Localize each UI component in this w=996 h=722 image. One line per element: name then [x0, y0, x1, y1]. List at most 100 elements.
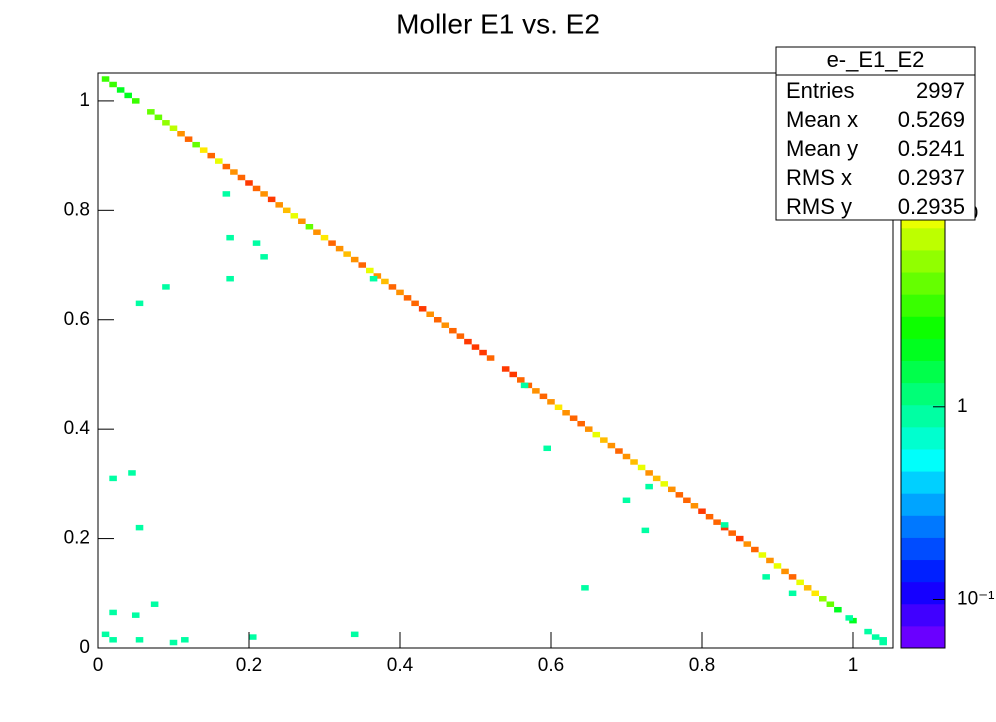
x-tick-label: 0.2	[236, 655, 262, 676]
cell	[660, 481, 669, 487]
cell	[879, 637, 887, 643]
stats-label: Mean x	[786, 107, 858, 132]
cell	[135, 524, 144, 531]
cell	[131, 612, 140, 618]
color-band	[901, 338, 945, 361]
color-band	[901, 272, 945, 295]
stats-value: 0.5269	[898, 107, 965, 132]
cell	[162, 120, 170, 126]
cell	[554, 404, 563, 411]
stats-label: Mean y	[786, 136, 858, 161]
cell	[275, 202, 283, 208]
cell	[479, 349, 487, 356]
cell	[569, 415, 578, 421]
cell	[524, 382, 533, 389]
color-band	[901, 294, 945, 317]
cell	[101, 631, 110, 638]
cell	[215, 158, 223, 164]
cell	[109, 609, 117, 616]
cell	[758, 552, 767, 558]
cell	[788, 574, 797, 580]
cell	[864, 628, 872, 635]
chart-title: Moller E1 vs. E2	[396, 8, 600, 39]
cell	[845, 615, 853, 621]
cell	[766, 557, 774, 564]
cell	[222, 191, 231, 197]
color-band	[901, 625, 945, 649]
cell	[581, 585, 589, 591]
cell	[192, 141, 200, 148]
cell	[543, 445, 551, 452]
y-tick-label: 1	[79, 90, 90, 111]
color-band	[901, 537, 945, 561]
cell	[358, 262, 367, 268]
cell	[668, 486, 676, 493]
y-tick-label: 0	[79, 637, 90, 658]
cell	[539, 393, 548, 400]
cell	[751, 546, 759, 553]
cell	[252, 240, 261, 246]
x-tick-label: 1	[848, 655, 859, 676]
cell	[486, 355, 495, 361]
cell	[871, 634, 880, 640]
cell	[369, 275, 378, 282]
cell	[630, 459, 638, 465]
cell	[547, 399, 555, 405]
color-band	[901, 404, 945, 428]
y-tick-label: 0.2	[64, 528, 90, 549]
cell	[162, 284, 170, 290]
cell	[517, 377, 525, 383]
cell	[366, 267, 374, 274]
cell	[449, 327, 457, 334]
cell	[622, 453, 631, 460]
cell	[743, 541, 752, 547]
color-band	[901, 382, 945, 406]
cell	[403, 295, 412, 301]
cell	[645, 470, 653, 476]
cell	[641, 527, 650, 534]
cell	[607, 442, 616, 449]
cell	[199, 147, 208, 153]
cell	[698, 508, 706, 514]
cell	[471, 344, 480, 350]
cell	[116, 87, 125, 93]
cell	[184, 136, 193, 142]
cell	[520, 382, 529, 389]
cell	[615, 448, 623, 454]
plot-frame	[97, 72, 894, 649]
cell	[381, 278, 389, 285]
color-band	[901, 227, 945, 251]
cell	[720, 522, 729, 528]
cell	[230, 169, 238, 175]
cell	[781, 568, 789, 575]
x-tick-label: 0.4	[387, 655, 414, 676]
cell	[532, 388, 540, 394]
cell	[313, 229, 321, 235]
stats-value: 0.5241	[898, 136, 965, 161]
stats-title: e-_E1_E2	[827, 47, 925, 72]
cell	[811, 590, 820, 597]
stats-value: 0.2937	[898, 165, 965, 190]
x-tick-label: 0.6	[538, 655, 564, 676]
stats-label: RMS y	[786, 194, 852, 219]
cell	[705, 513, 714, 520]
stats-label: Entries	[786, 78, 854, 103]
cell	[150, 601, 159, 607]
cell	[154, 114, 163, 121]
cell	[124, 92, 132, 99]
color-band	[901, 426, 945, 450]
cell	[222, 163, 231, 170]
cell	[826, 601, 835, 607]
cell	[675, 492, 684, 498]
y-tick-label: 0.4	[64, 418, 91, 439]
cell	[388, 284, 397, 290]
cell	[584, 426, 593, 432]
cell	[622, 497, 631, 504]
color-band	[901, 448, 945, 472]
cell	[245, 180, 253, 186]
cell	[252, 185, 261, 192]
cell	[350, 256, 359, 263]
x-tick-label: 0	[93, 655, 104, 676]
cell	[645, 483, 653, 490]
